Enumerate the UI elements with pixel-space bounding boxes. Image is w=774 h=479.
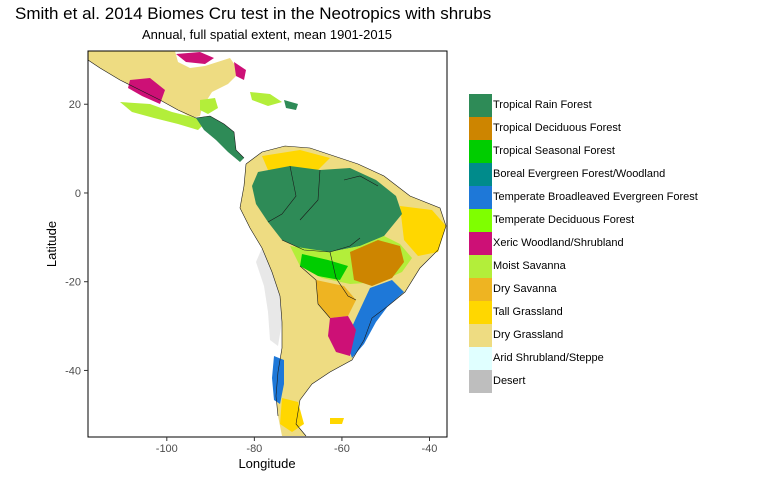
legend-label: Dry Savanna bbox=[493, 283, 557, 295]
y-tick-label: 20 bbox=[69, 99, 81, 111]
legend-swatch bbox=[469, 140, 492, 163]
legend-item: Xeric Woodland/Shrubland bbox=[469, 232, 759, 255]
region-mexico-moist-savanna bbox=[120, 102, 204, 130]
region-atlantic-forest bbox=[346, 280, 404, 358]
country-borders bbox=[88, 59, 447, 437]
y-tick-label: -40 bbox=[65, 365, 81, 377]
legend-label: Boreal Evergreen Forest/Woodland bbox=[493, 168, 666, 180]
legend-item: Dry Grassland bbox=[469, 324, 759, 347]
x-tick-label: -40 bbox=[422, 443, 438, 455]
legend-item: Temperate Broadleaved Evergreen Forest bbox=[469, 186, 759, 209]
legend-swatch bbox=[469, 163, 492, 186]
legend-item: Arid Shrubland/Steppe bbox=[469, 347, 759, 370]
y-axis: 20 0 -20 -40 bbox=[65, 99, 88, 377]
legend-item: Tropical Rain Forest bbox=[469, 94, 759, 117]
region-patagonia-grassland bbox=[280, 398, 304, 432]
x-axis-title: Longitude bbox=[238, 456, 295, 471]
legend-swatch bbox=[469, 255, 492, 278]
region-central-america-rainforest bbox=[196, 116, 244, 162]
legend-item: Moist Savanna bbox=[469, 255, 759, 278]
legend-swatch bbox=[469, 301, 492, 324]
legend-item: Tropical Deciduous Forest bbox=[469, 117, 759, 140]
legend-swatch bbox=[469, 117, 492, 140]
region-chaco-dry-savanna bbox=[316, 280, 356, 318]
legend-label: Temperate Deciduous Forest bbox=[493, 214, 635, 226]
region-seasonal-forest bbox=[300, 254, 348, 280]
legend-swatch bbox=[469, 186, 492, 209]
region-amazon-rainforest bbox=[252, 166, 402, 252]
legend-swatch bbox=[469, 278, 492, 301]
legend-label: Moist Savanna bbox=[493, 260, 566, 272]
region-yucatan-moist-savanna bbox=[200, 98, 218, 114]
x-axis: -100 -80 -60 -40 bbox=[156, 437, 438, 455]
region-andes-arid bbox=[256, 248, 282, 346]
legend-item: Desert bbox=[469, 370, 759, 393]
y-axis-title: Latitude bbox=[44, 221, 59, 267]
region-chile-forest bbox=[272, 356, 284, 404]
legend-swatch bbox=[469, 209, 492, 232]
plot-panel-frame bbox=[87, 50, 448, 438]
legend-item: Tall Grassland bbox=[469, 301, 759, 324]
region-llanos-savanna bbox=[262, 150, 330, 170]
legend-swatch bbox=[469, 232, 492, 255]
legend-label: Arid Shrubland/Steppe bbox=[493, 352, 604, 364]
legend-item: Boreal Evergreen Forest/Woodland bbox=[469, 163, 759, 186]
x-tick-label: -60 bbox=[334, 443, 350, 455]
map-subtitle: Annual, full spatial extent, mean 1901-2… bbox=[141, 27, 393, 42]
legend-swatch bbox=[469, 347, 492, 370]
region-cuba-xeric bbox=[234, 62, 246, 80]
legend-swatch bbox=[469, 370, 492, 393]
map-panel-content bbox=[88, 51, 447, 437]
region-deciduous-forest bbox=[350, 240, 404, 286]
legend-item: Temperate Deciduous Forest bbox=[469, 209, 759, 232]
x-tick-label: -100 bbox=[156, 443, 178, 455]
region-pampas-xeric bbox=[328, 316, 356, 356]
legend-label: Dry Grassland bbox=[493, 329, 564, 341]
y-tick-label: -20 bbox=[65, 277, 81, 289]
region-ne-brazil-tall-grassland bbox=[400, 206, 446, 256]
legend-label: Tropical Deciduous Forest bbox=[493, 122, 621, 134]
region-antilles-east bbox=[284, 100, 298, 110]
legend-label: Tall Grassland bbox=[493, 306, 563, 318]
legend-label: Tropical Rain Forest bbox=[493, 99, 592, 111]
x-tick-label: -80 bbox=[246, 443, 262, 455]
biome-legend: Tropical Rain Forest Tropical Deciduous F… bbox=[469, 94, 759, 393]
region-falklands bbox=[330, 418, 344, 424]
legend-label: Desert bbox=[493, 375, 526, 387]
y-tick-label: 0 bbox=[75, 188, 81, 200]
region-mexico-xeric bbox=[128, 78, 165, 104]
legend-label: Tropical Seasonal Forest bbox=[493, 145, 615, 157]
legend-label: Temperate Broadleaved Evergreen Forest bbox=[493, 191, 698, 203]
region-yucatan-xeric bbox=[176, 52, 214, 64]
legend-item: Tropical Seasonal Forest bbox=[469, 140, 759, 163]
region-antilles bbox=[250, 92, 282, 106]
legend-swatch bbox=[469, 94, 492, 117]
legend-item: Dry Savanna bbox=[469, 278, 759, 301]
legend-swatch bbox=[469, 324, 492, 347]
map-title: Smith et al. 2014 Biomes Cru test in the… bbox=[15, 4, 492, 23]
legend-label: Xeric Woodland/Shrubland bbox=[493, 237, 624, 249]
